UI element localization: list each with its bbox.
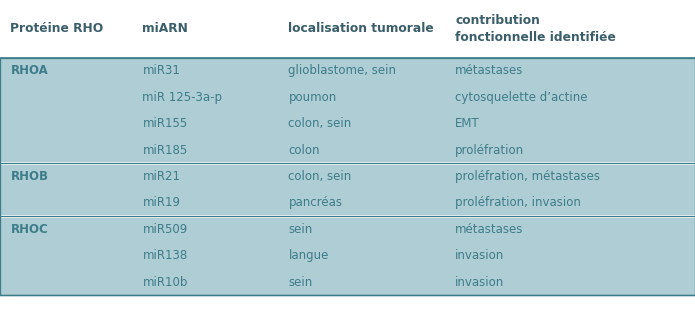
- FancyBboxPatch shape: [0, 0, 695, 58]
- Text: glioblastome, sein: glioblastome, sein: [288, 64, 396, 77]
- Text: miR509: miR509: [142, 223, 188, 236]
- FancyBboxPatch shape: [0, 110, 695, 137]
- FancyBboxPatch shape: [0, 163, 695, 190]
- Text: métastases: métastases: [455, 64, 523, 77]
- Text: colon, sein: colon, sein: [288, 170, 352, 183]
- Text: invasion: invasion: [455, 249, 505, 262]
- Text: miR21: miR21: [142, 170, 181, 183]
- Text: miARN: miARN: [142, 22, 188, 35]
- Text: RHOA: RHOA: [10, 64, 48, 77]
- Text: RHOB: RHOB: [10, 170, 49, 183]
- FancyBboxPatch shape: [0, 58, 695, 84]
- Text: métastases: métastases: [455, 223, 523, 236]
- Text: colon, sein: colon, sein: [288, 117, 352, 130]
- FancyBboxPatch shape: [0, 216, 695, 243]
- FancyBboxPatch shape: [0, 137, 695, 163]
- Text: invasion: invasion: [455, 276, 505, 289]
- Text: contribution
fonctionnelle identifiée: contribution fonctionnelle identifiée: [455, 14, 616, 44]
- Text: poumon: poumon: [288, 91, 336, 104]
- Text: cytosquelette d’actine: cytosquelette d’actine: [455, 91, 588, 104]
- Text: miR155: miR155: [142, 117, 188, 130]
- Text: sein: sein: [288, 276, 313, 289]
- Text: EMT: EMT: [455, 117, 480, 130]
- Text: RHOC: RHOC: [10, 223, 48, 236]
- FancyBboxPatch shape: [0, 269, 695, 295]
- Text: miR138: miR138: [142, 249, 188, 262]
- FancyBboxPatch shape: [0, 84, 695, 110]
- FancyBboxPatch shape: [0, 243, 695, 269]
- Text: miR 125-3a-p: miR 125-3a-p: [142, 91, 222, 104]
- Text: miR10b: miR10b: [142, 276, 188, 289]
- Text: proléfration: proléfration: [455, 144, 524, 156]
- Text: miR19: miR19: [142, 197, 181, 209]
- Text: sein: sein: [288, 223, 313, 236]
- Text: colon: colon: [288, 144, 320, 156]
- Text: pancréas: pancréas: [288, 197, 343, 209]
- Text: miR31: miR31: [142, 64, 180, 77]
- Text: Protéine RHO: Protéine RHO: [10, 22, 104, 35]
- Text: proléfration, métastases: proléfration, métastases: [455, 170, 600, 183]
- Text: proléfration, invasion: proléfration, invasion: [455, 197, 581, 209]
- Text: langue: langue: [288, 249, 329, 262]
- Text: localisation tumorale: localisation tumorale: [288, 22, 434, 35]
- FancyBboxPatch shape: [0, 190, 695, 216]
- Text: miR185: miR185: [142, 144, 188, 156]
